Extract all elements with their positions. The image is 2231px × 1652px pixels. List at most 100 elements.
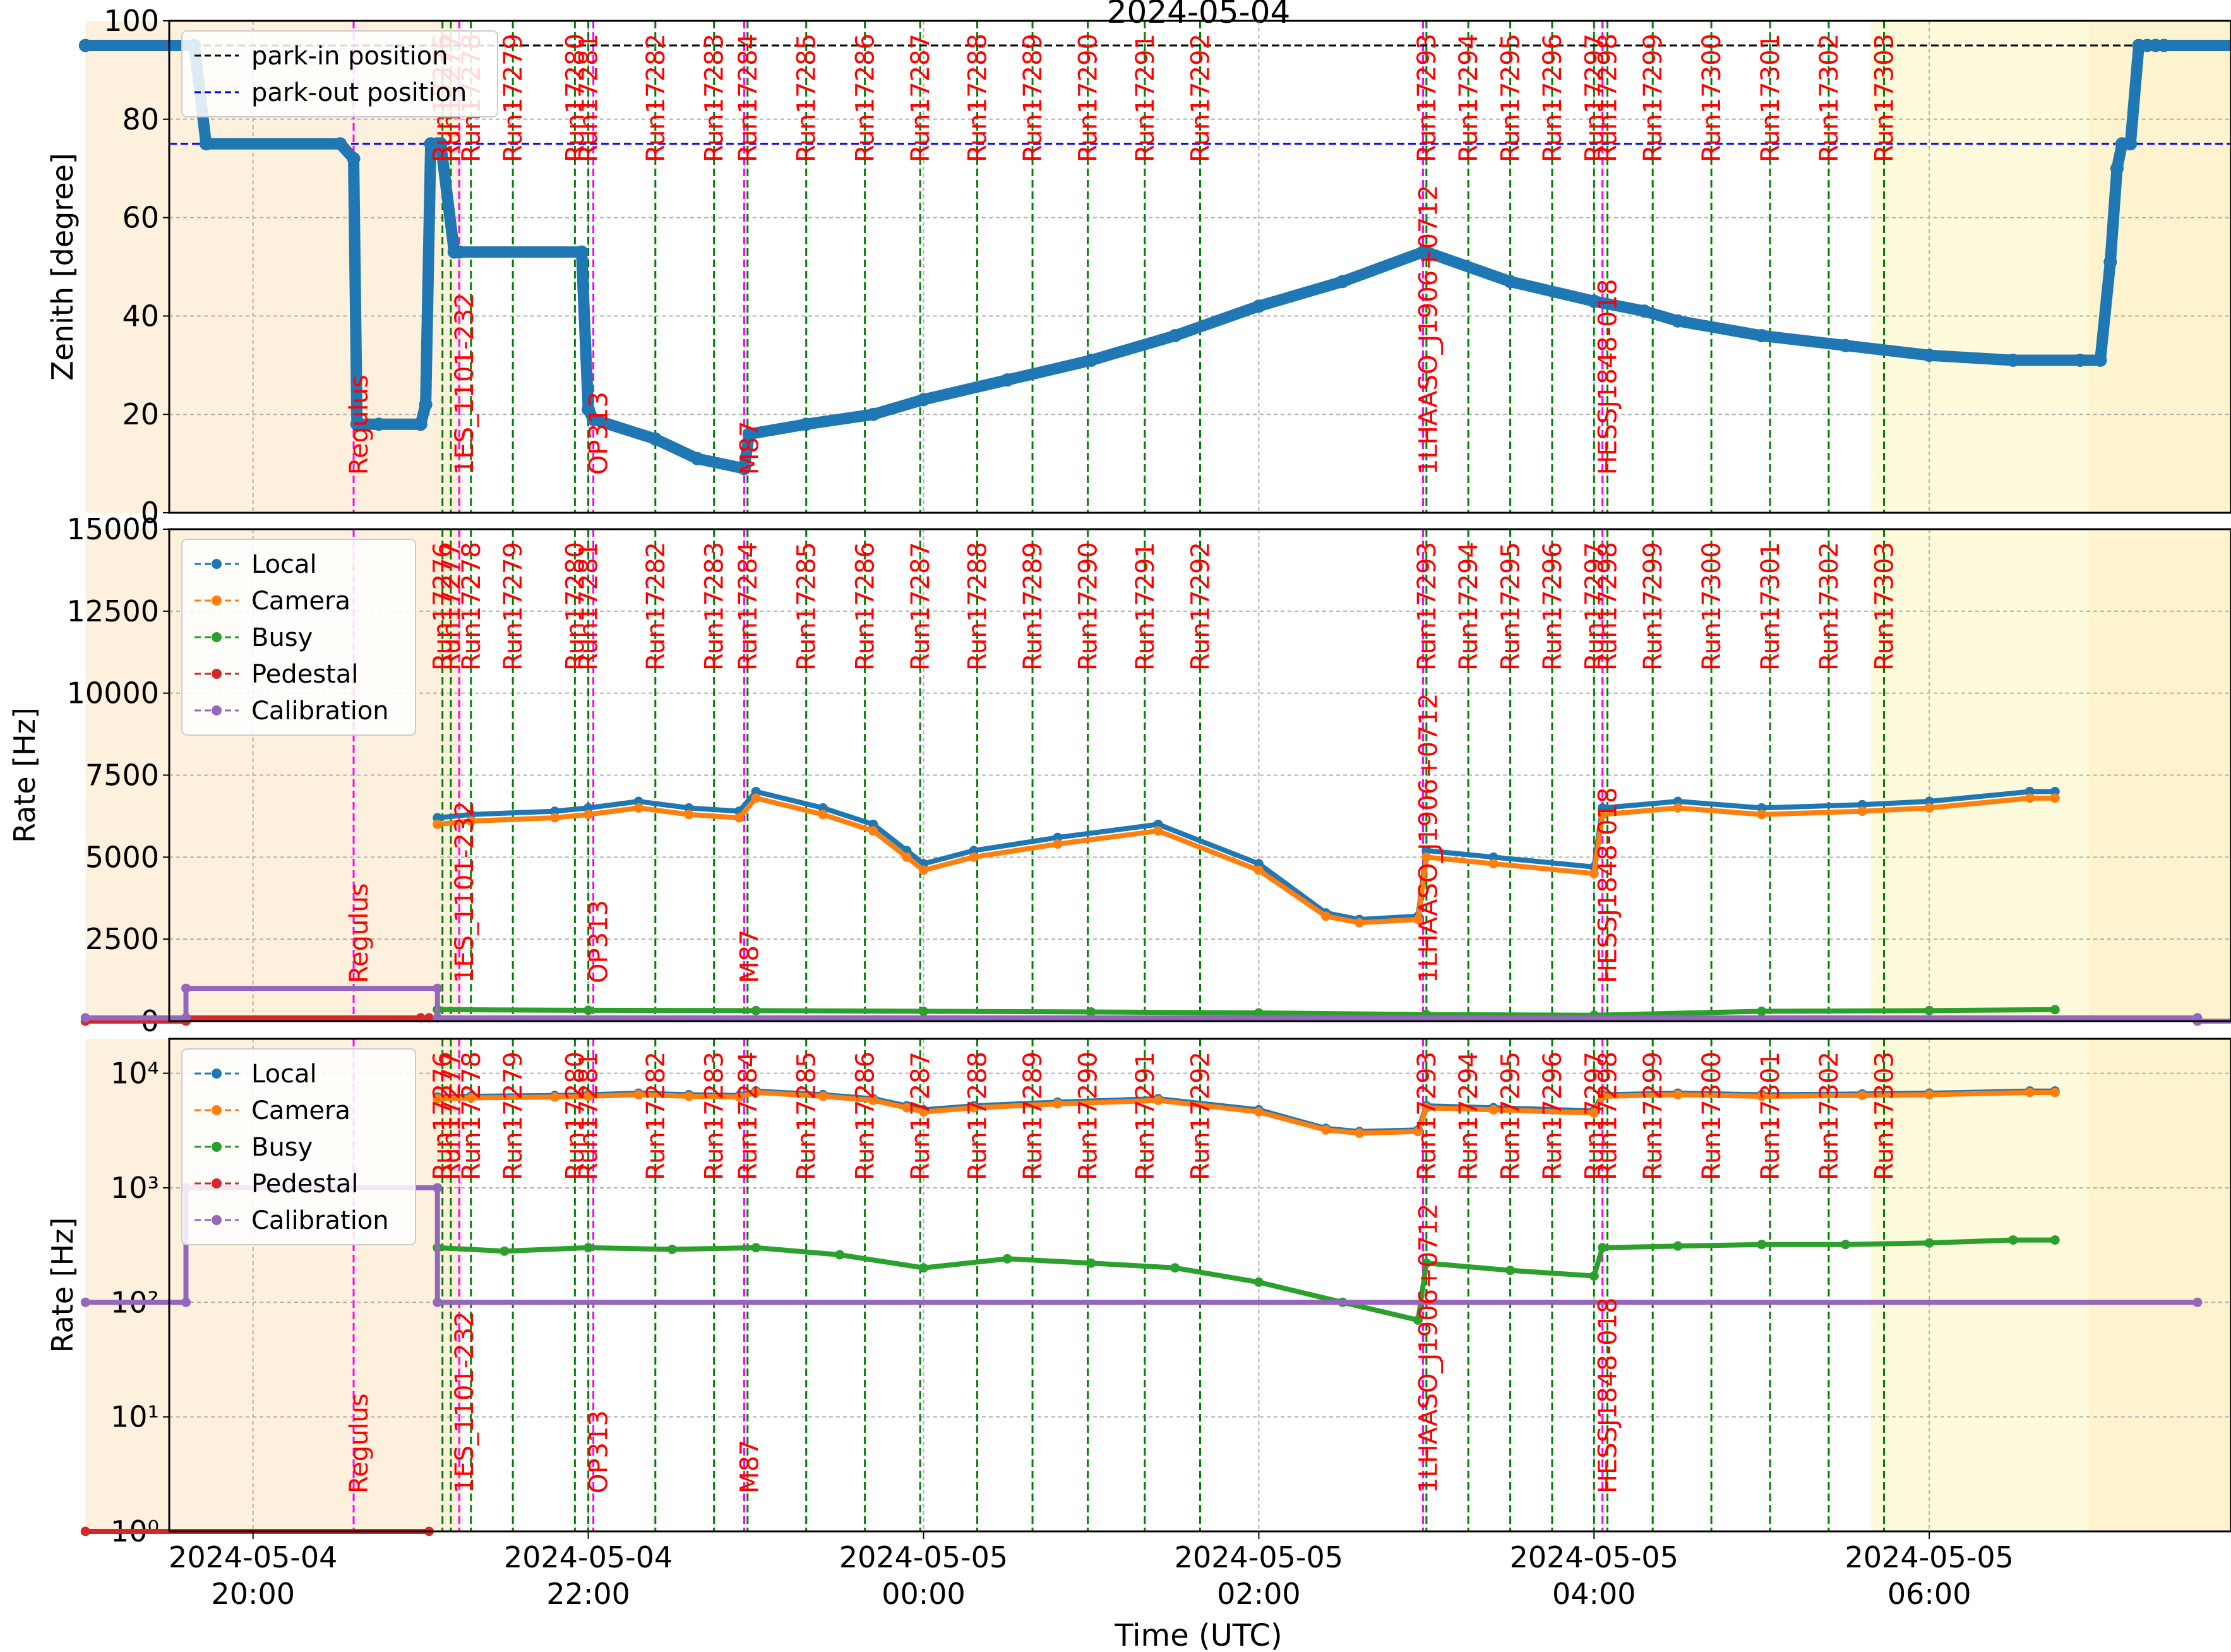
run-label: Run17284 (734, 542, 763, 671)
target-label: M87 (735, 930, 764, 983)
data-point (1673, 1241, 1683, 1251)
data-point (1420, 245, 1433, 259)
run-label: Run17284 (734, 1051, 763, 1180)
x-tick-date: 2024-05-05 (1510, 1540, 1678, 1574)
run-label: Run17292 (1187, 542, 1216, 671)
data-point (1757, 1091, 1767, 1101)
run-label: Run17288 (963, 33, 992, 162)
data-point (734, 813, 745, 823)
data-point (2073, 354, 2087, 368)
target-label: 1ES_1101-232 (450, 292, 479, 475)
data-point (1421, 1103, 1432, 1113)
data-point (2093, 354, 2107, 368)
run-label: Run17283 (700, 1051, 729, 1180)
x-axis-label: Time (UTC) (1114, 1618, 1282, 1652)
legend-label: Camera (251, 587, 350, 616)
legend-label: Local (251, 550, 317, 579)
data-point (751, 1005, 761, 1015)
data-point (818, 1091, 828, 1101)
target-label: Regulus (345, 883, 374, 983)
data-point (372, 417, 386, 431)
data-point (181, 1013, 191, 1023)
x-tick-date: 2024-05-04 (169, 1540, 337, 1574)
data-point (575, 245, 589, 259)
run-label: Run17294 (1454, 33, 1483, 162)
data-point (347, 152, 361, 165)
legend-label: park-in position (251, 42, 448, 71)
run-label: Run17290 (1074, 542, 1103, 671)
data-point (80, 1526, 90, 1536)
legend-label: Calibration (251, 697, 389, 726)
panels: 020406080100Run17276Run17277Run17278Run1… (8, 4, 2231, 1548)
data-point (1000, 373, 1014, 387)
data-point (1924, 1238, 1934, 1248)
run-label: Run17300 (1697, 542, 1726, 671)
run-label: Run17302 (1815, 1051, 1844, 1180)
run-label: Run17289 (1019, 1051, 1048, 1180)
y-tick-label: 2500 (85, 922, 159, 956)
data-point (684, 810, 694, 820)
run-label: Run17283 (700, 542, 729, 671)
run-label: Run17298 (1594, 1051, 1623, 1180)
series-line-busy (437, 1237, 2055, 1323)
y-tick-label: 0 (141, 496, 159, 530)
x-tick-time: 06:00 (1887, 1577, 1971, 1611)
run-label: Run17293 (1413, 542, 1442, 671)
legend-label: Camera (251, 1096, 350, 1125)
data-point (1488, 1104, 1498, 1115)
data-point (583, 1005, 594, 1015)
data-point (433, 1297, 443, 1307)
data-point (1253, 1277, 1264, 1287)
data-point (1924, 1005, 1934, 1015)
data-point (1589, 1271, 1599, 1281)
run-label: Run17302 (1815, 33, 1844, 162)
run-label: Run17287 (906, 542, 935, 671)
target-label: 1LHAASO_J1906+0712 (1415, 1204, 1444, 1493)
run-label: Run17288 (963, 1051, 992, 1180)
target-label: HESSJ1848-018 (1594, 1297, 1623, 1493)
data-point (583, 1243, 594, 1253)
y-tick-label: 40 (122, 299, 159, 333)
run-label: Run17295 (1497, 542, 1526, 671)
run-label: Run17287 (906, 1051, 935, 1180)
data-point (1002, 1254, 1012, 1264)
y-tick-label: 100 (104, 4, 159, 38)
run-label: Run17291 (1131, 33, 1160, 162)
data-point (868, 1095, 878, 1105)
run-label: Run17292 (1187, 1051, 1216, 1180)
legend-marker (212, 632, 222, 642)
run-label: Run17276 (429, 542, 458, 671)
data-point (1587, 294, 1601, 308)
data-point (1336, 275, 1349, 289)
target-label: Regulus (345, 1393, 374, 1493)
y-axis-label: Zenith [degree] (45, 153, 80, 381)
data-point (1413, 1315, 1423, 1325)
run-label: Run17287 (906, 33, 935, 162)
run-label: Run17279 (499, 33, 528, 162)
run-label: Run17280 (561, 542, 590, 671)
x-tick-time: 04:00 (1552, 1577, 1636, 1611)
run-label: Run17298 (1594, 542, 1623, 671)
panel-top: 020406080100Run17276Run17277Run17278Run1… (45, 4, 2231, 530)
run-label: Run17290 (1074, 1051, 1103, 1180)
data-point (1838, 338, 1852, 352)
legend-marker (212, 596, 222, 606)
data-point (868, 826, 878, 836)
data-point (1673, 803, 1683, 813)
target-label: Regulus (345, 374, 374, 475)
series-line-busy (437, 1007, 2055, 1018)
y-tick-label: 10¹ (111, 1400, 159, 1434)
data-point (2192, 1297, 2203, 1307)
run-label: Run17297 (1580, 1051, 1609, 1180)
legend-label: Pedestal (251, 660, 358, 689)
run-label: Run17290 (1074, 33, 1103, 162)
legend-box (181, 30, 498, 117)
target-label: HESSJ1848-018 (1594, 787, 1623, 983)
legend-marker (212, 1178, 222, 1188)
data-point (902, 852, 912, 862)
data-point (2025, 1087, 2035, 1098)
run-label: Run17296 (1538, 542, 1567, 671)
x-tick-time: 22:00 (546, 1577, 630, 1611)
run-label: Run17300 (1697, 1051, 1726, 1180)
data-point (2050, 1235, 2060, 1245)
